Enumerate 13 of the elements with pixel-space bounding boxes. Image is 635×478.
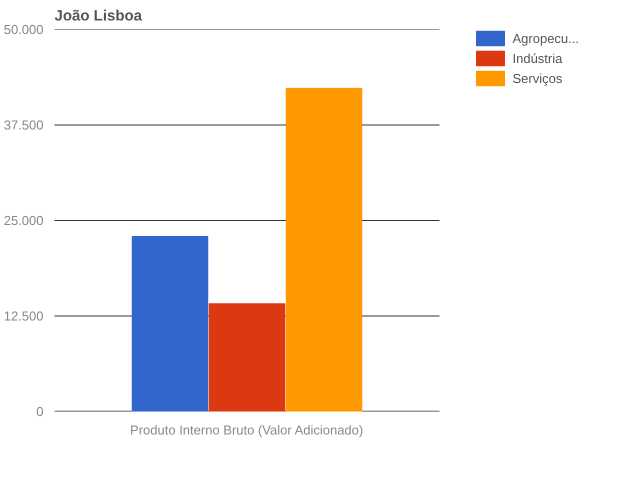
legend-label: Agropecu...	[512, 30, 579, 46]
y-tick-label: 25.000	[4, 213, 44, 228]
bar	[286, 88, 362, 412]
legend-label: Serviços	[512, 70, 562, 86]
bar	[208, 303, 286, 412]
legend-label: Indústria	[512, 50, 562, 66]
y-tick-label: 12.500	[4, 308, 44, 324]
x-tick-label: Produto Interno Bruto (Valor Adicionado)	[130, 422, 364, 438]
bar	[132, 236, 208, 412]
y-tick-label: 50.000	[4, 22, 44, 37]
y-tick-label: 37.500	[4, 118, 44, 132]
y-tick-label: 0	[36, 404, 44, 419]
chart-title: João Lisboa	[54, 8, 143, 24]
